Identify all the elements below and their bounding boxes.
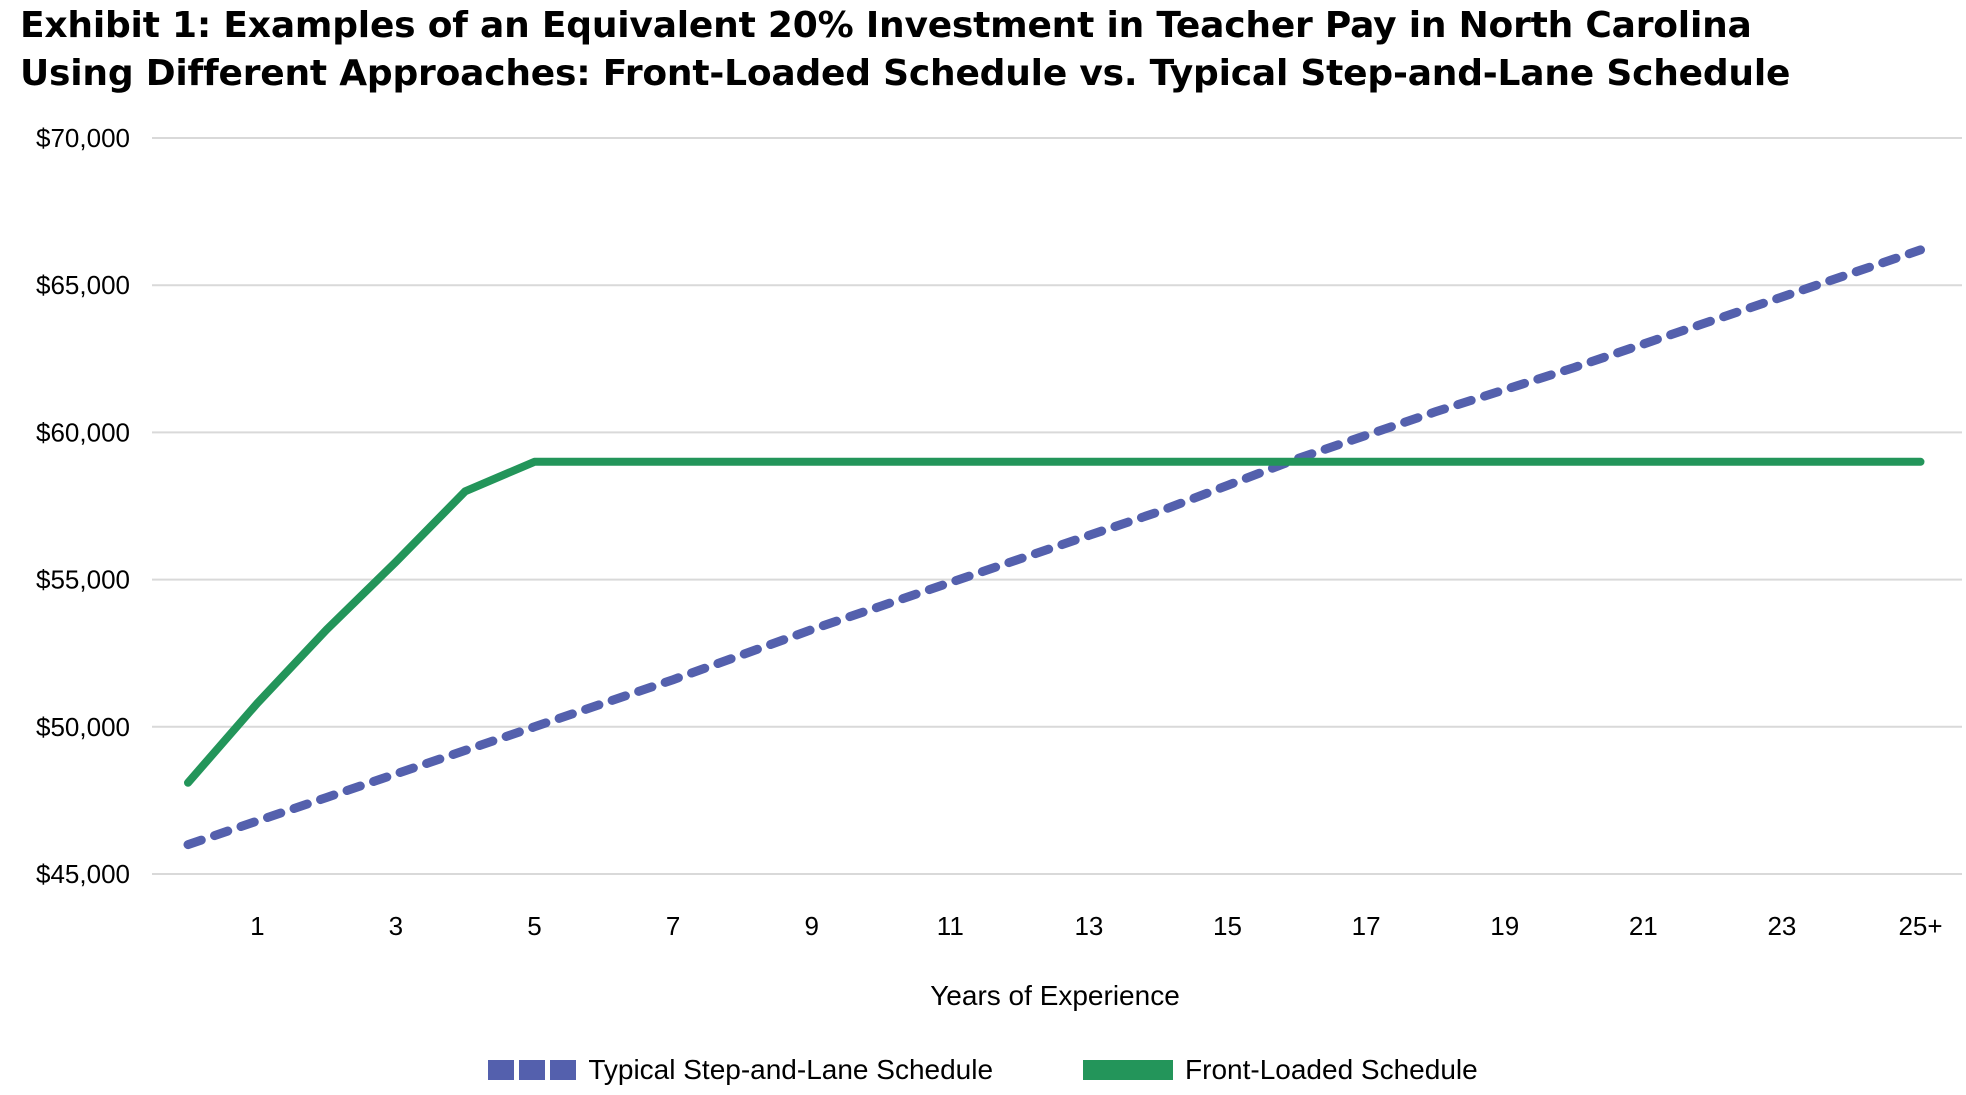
y-tick-label: $55,000 bbox=[36, 565, 130, 595]
x-tick-label: 9 bbox=[804, 911, 818, 941]
series-line-front-loaded bbox=[184, 457, 1925, 787]
x-tick-label: 1 bbox=[250, 911, 264, 941]
x-axis-label: Years of Experience bbox=[930, 980, 1180, 1011]
y-tick-label: $60,000 bbox=[36, 417, 130, 447]
x-tick-label: 15 bbox=[1213, 911, 1242, 941]
x-tick-label: 23 bbox=[1767, 911, 1796, 941]
legend-label: Front-Loaded Schedule bbox=[1185, 1054, 1478, 1085]
y-tick-label: $70,000 bbox=[36, 123, 130, 153]
legend-swatch-solid bbox=[1083, 1060, 1174, 1080]
x-tick-label: 5 bbox=[527, 911, 541, 941]
legend: Typical Step-and-Lane Schedule Front-Loa… bbox=[0, 1050, 1966, 1090]
series-lines bbox=[183, 245, 1925, 850]
chart-title: Exhibit 1: Examples of an Equivalent 20%… bbox=[20, 2, 1790, 98]
y-tick-label: $50,000 bbox=[36, 712, 130, 742]
legend-label: Typical Step-and-Lane Schedule bbox=[588, 1054, 994, 1085]
gridlines bbox=[152, 137, 1962, 875]
x-axis-tick-labels: 1 3 5 7 9 11 13 15 17 19 21 23 25+ bbox=[250, 911, 1942, 941]
y-tick-label: $45,000 bbox=[36, 859, 130, 889]
y-axis-tick-labels: $45,000 $50,000 $55,000 $60,000 $65,000 $70,0… bbox=[36, 123, 130, 889]
x-tick-label: 13 bbox=[1074, 911, 1103, 941]
legend-item-front-loaded: Front-Loaded Schedule bbox=[1083, 1054, 1478, 1086]
x-tick-label: 19 bbox=[1490, 911, 1519, 941]
chart-title-line-2: Using Different Approaches: Front-Loaded… bbox=[20, 53, 1791, 94]
series-line-step-and-lane bbox=[183, 245, 1925, 850]
x-tick-label: 21 bbox=[1629, 911, 1658, 941]
legend-item-step-and-lane: Typical Step-and-Lane Schedule bbox=[488, 1054, 993, 1086]
legend-swatch-dashed bbox=[488, 1060, 577, 1080]
x-tick-label: 3 bbox=[389, 911, 403, 941]
x-tick-label: 25+ bbox=[1898, 911, 1942, 941]
x-tick-label: 11 bbox=[937, 911, 964, 941]
x-tick-label: 7 bbox=[666, 911, 680, 941]
x-tick-label: 17 bbox=[1352, 911, 1381, 941]
chart-title-line-1: Exhibit 1: Examples of an Equivalent 20%… bbox=[20, 5, 1752, 46]
y-tick-label: $65,000 bbox=[36, 270, 130, 300]
line-chart: $45,000 $50,000 $55,000 $60,000 $65,000 $70,0… bbox=[36, 123, 1962, 1011]
